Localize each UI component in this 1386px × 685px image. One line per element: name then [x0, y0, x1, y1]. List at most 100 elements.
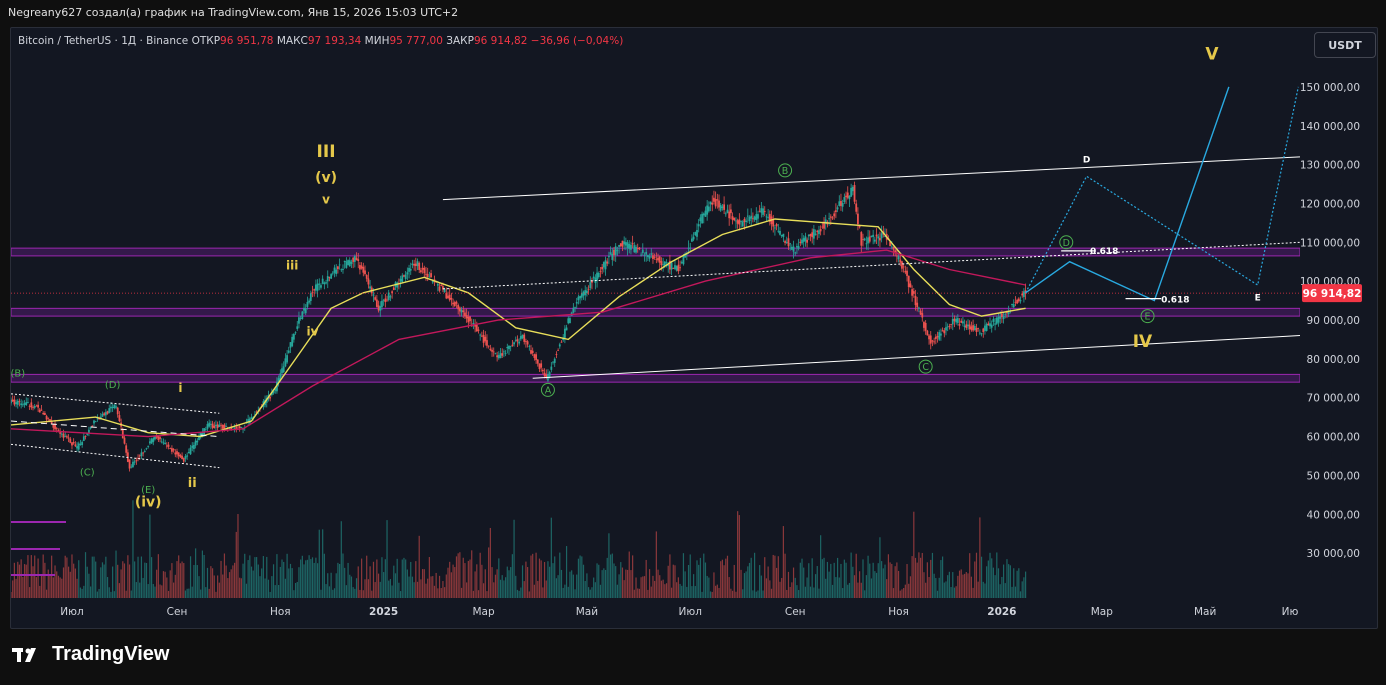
candle-body — [384, 298, 387, 303]
volume-bar — [381, 557, 383, 598]
volume-bar — [30, 555, 32, 598]
volume-bar — [674, 565, 676, 598]
volume-bar — [818, 588, 820, 598]
volume-bar — [469, 559, 471, 598]
volume-bar — [47, 569, 49, 598]
volume-bar — [296, 581, 298, 598]
candle-body — [694, 231, 697, 236]
volume-bar — [499, 579, 502, 598]
volume-bar — [610, 554, 612, 598]
volume-bar — [977, 581, 979, 598]
volume-bar — [703, 553, 705, 598]
candle-body — [879, 238, 881, 241]
low-value: 95 777,00 — [389, 35, 443, 47]
volume-bar — [721, 559, 724, 598]
x-axis-tick-label: Сен — [167, 606, 188, 618]
volume-bar — [67, 566, 70, 598]
candle-body — [901, 261, 903, 269]
volume-bar — [762, 590, 764, 598]
candle-body — [890, 246, 893, 248]
volume-bar — [669, 554, 671, 598]
volume-bar — [725, 558, 727, 598]
candle-body — [663, 261, 666, 267]
volume-bar — [223, 553, 226, 598]
volume-bar — [681, 585, 683, 598]
candle-body — [338, 264, 341, 266]
volume-bar — [81, 588, 83, 598]
candle-body — [713, 197, 715, 202]
candle-body — [321, 278, 324, 284]
candle-body — [865, 243, 868, 245]
candle-body — [159, 437, 161, 439]
volume-bar — [145, 562, 148, 598]
volume-bar — [442, 581, 444, 598]
volume-bar — [257, 564, 259, 598]
volume-bar — [691, 586, 693, 598]
candle-body — [43, 413, 46, 416]
volume-bar — [100, 567, 102, 598]
candle-body — [359, 265, 361, 270]
candle-body — [464, 312, 466, 317]
candle-body — [709, 201, 712, 205]
candle-body — [474, 324, 477, 327]
volume-bar — [897, 570, 900, 598]
candle-body — [391, 291, 394, 294]
candle-body — [863, 238, 866, 241]
volume-bar — [308, 555, 310, 598]
volume-bar — [862, 559, 864, 598]
volume-bar — [206, 567, 209, 598]
candle-body — [799, 241, 802, 244]
candle-body — [40, 409, 43, 411]
volume-bar — [901, 589, 903, 598]
candle-body — [333, 267, 336, 273]
volume-bar — [189, 556, 192, 598]
volume-bar — [764, 557, 766, 598]
volume-bar — [559, 552, 561, 598]
volume-bar — [452, 564, 454, 598]
volume-bar — [516, 589, 519, 598]
volume-bar — [213, 575, 215, 598]
volume-bar — [942, 556, 944, 598]
volume-bar — [728, 577, 730, 598]
volume-bar — [215, 591, 217, 598]
volume-bar — [42, 554, 44, 598]
candle-body — [555, 354, 558, 355]
candle-body — [528, 345, 531, 347]
volume-bar — [757, 590, 759, 598]
candle-body — [494, 353, 497, 355]
candle-body — [82, 436, 85, 441]
candle-body — [635, 246, 637, 253]
candle-body — [902, 266, 905, 268]
volume-bar — [874, 571, 876, 598]
candle-body — [38, 409, 41, 413]
candle-body — [13, 399, 16, 405]
candle-body — [845, 195, 847, 198]
volume-bar — [899, 590, 901, 598]
volume-bar — [542, 587, 544, 598]
y-axis-tick-label: 120 000,00 — [1300, 198, 1360, 210]
candle-body — [926, 330, 929, 336]
candle-body — [198, 435, 200, 441]
candle-body — [972, 325, 974, 331]
candle-body — [115, 406, 117, 408]
candle-body — [941, 330, 944, 332]
volume-bar — [515, 575, 517, 598]
volume-bar — [820, 535, 822, 598]
wave-label-ii: ii — [188, 476, 197, 491]
candle-body — [255, 411, 258, 413]
wave-label-III: III — [317, 142, 336, 162]
volume-bar — [171, 563, 173, 598]
candle-body — [626, 242, 629, 249]
candle-body — [741, 221, 744, 227]
volume-bar — [772, 554, 774, 598]
candle-body — [987, 323, 990, 326]
candle-body — [729, 209, 732, 214]
candle-body — [30, 402, 33, 408]
candle-body — [269, 397, 272, 399]
candle-body — [740, 221, 742, 223]
candle-body — [696, 229, 698, 237]
candle-body — [638, 247, 641, 250]
volume-bar — [366, 555, 368, 598]
candle-body — [206, 423, 209, 429]
currency-button[interactable]: USDT — [1314, 32, 1376, 58]
